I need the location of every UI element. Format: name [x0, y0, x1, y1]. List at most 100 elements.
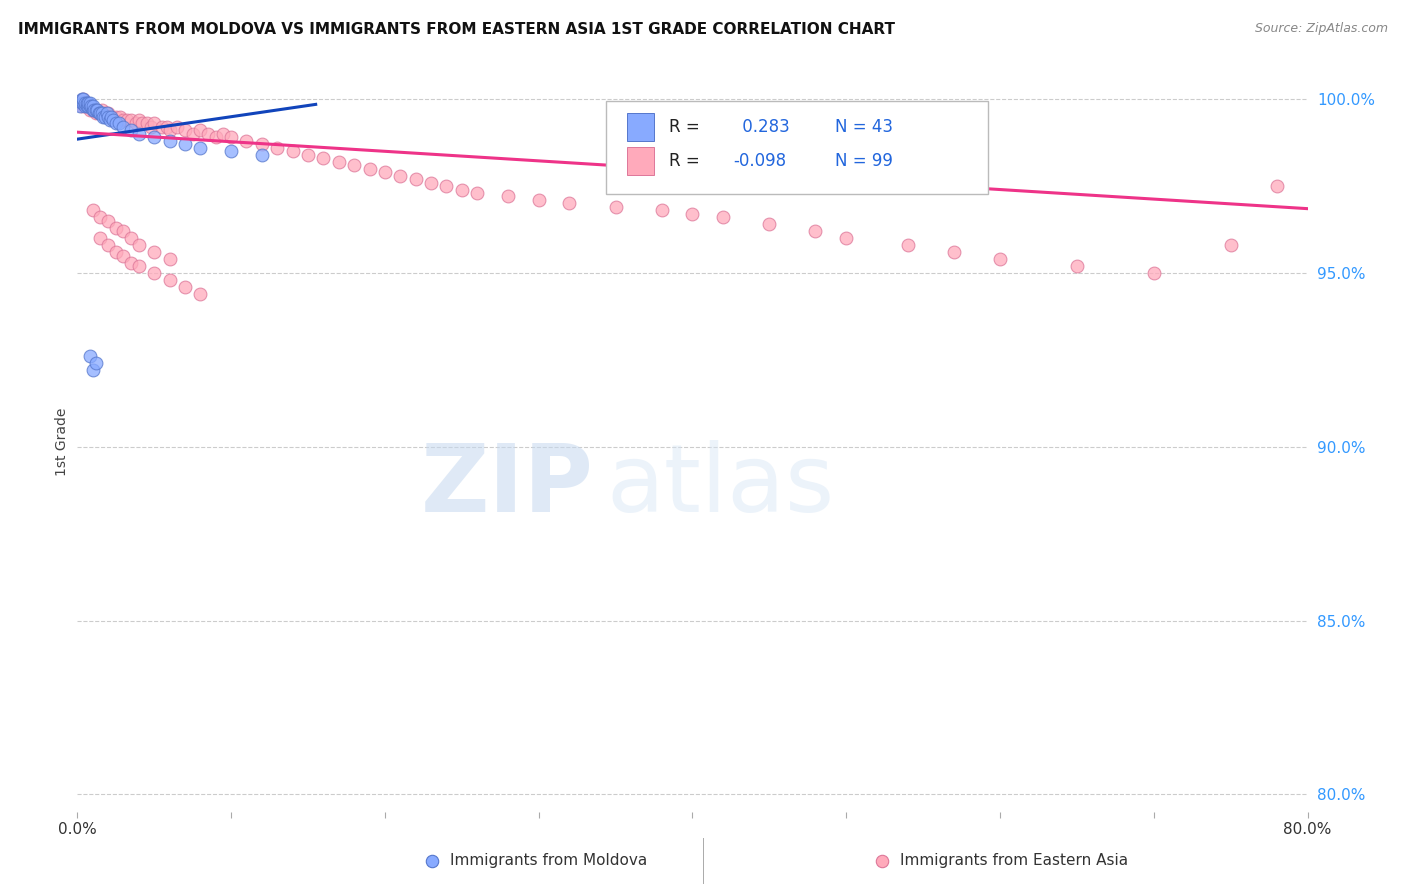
Point	[120, 231, 142, 245]
Text: -0.098: -0.098	[733, 152, 786, 170]
Text: R =: R =	[669, 118, 704, 136]
Point	[84, 103, 107, 117]
Point	[100, 110, 122, 124]
Point	[90, 103, 114, 117]
Point	[219, 130, 242, 145]
Point	[79, 99, 101, 113]
Point	[76, 95, 98, 110]
Text: N = 99: N = 99	[835, 152, 893, 170]
Point	[82, 363, 104, 377]
Point	[89, 106, 111, 120]
Point	[174, 280, 197, 294]
Point	[128, 127, 150, 141]
Point	[97, 106, 120, 120]
Point	[197, 127, 219, 141]
Point	[84, 106, 107, 120]
Point	[527, 193, 550, 207]
Point	[72, 92, 94, 106]
Point	[125, 116, 148, 130]
Point	[1066, 259, 1088, 273]
Point	[72, 92, 94, 106]
Point	[128, 113, 150, 128]
Point	[87, 106, 110, 120]
Point	[143, 245, 166, 260]
Point	[297, 148, 319, 162]
Point	[80, 99, 103, 113]
Point	[73, 99, 96, 113]
Point	[496, 189, 519, 203]
Point	[328, 154, 350, 169]
Point	[212, 127, 235, 141]
Point	[87, 106, 110, 120]
Point	[112, 120, 135, 134]
Point	[108, 116, 131, 130]
Text: ZIP: ZIP	[422, 440, 595, 532]
Point	[711, 211, 734, 225]
Point	[70, 92, 93, 106]
Point	[77, 99, 100, 113]
Point	[69, 99, 91, 113]
Text: N = 43: N = 43	[835, 118, 893, 136]
Point	[80, 99, 103, 113]
Point	[73, 99, 96, 113]
Point	[94, 110, 117, 124]
Point	[79, 103, 101, 117]
Point	[651, 203, 673, 218]
Point	[100, 110, 122, 124]
Point	[73, 95, 96, 110]
Point	[83, 103, 105, 117]
Bar	[627, 112, 654, 141]
Point	[97, 238, 120, 252]
Point	[436, 179, 458, 194]
Point	[420, 176, 443, 190]
Text: IMMIGRANTS FROM MOLDOVA VS IMMIGRANTS FROM EASTERN ASIA 1ST GRADE CORRELATION CH: IMMIGRANTS FROM MOLDOVA VS IMMIGRANTS FR…	[18, 22, 896, 37]
Point	[159, 134, 181, 148]
Point	[89, 211, 111, 225]
Point	[204, 130, 226, 145]
Point	[174, 137, 197, 152]
Point	[135, 116, 157, 130]
Point	[835, 231, 858, 245]
Point	[97, 214, 120, 228]
Point	[405, 172, 427, 186]
Point	[115, 113, 138, 128]
Point	[188, 286, 212, 301]
Point	[82, 203, 104, 218]
Point	[90, 106, 114, 120]
Point	[250, 137, 273, 152]
Point	[86, 103, 108, 117]
Point	[897, 238, 920, 252]
Point	[82, 103, 104, 117]
Point	[70, 99, 93, 113]
Point	[682, 207, 704, 221]
Point	[143, 116, 166, 130]
Point	[94, 106, 117, 120]
Point	[101, 113, 124, 128]
Point	[77, 99, 100, 113]
Point	[104, 116, 127, 130]
Point	[266, 141, 288, 155]
Point	[872, 855, 894, 869]
Point	[155, 120, 177, 134]
Point	[1219, 238, 1241, 252]
Point	[166, 120, 188, 134]
Point	[758, 217, 780, 231]
Point	[96, 106, 118, 120]
Point	[1265, 179, 1288, 194]
Point	[110, 110, 132, 124]
Point	[374, 165, 396, 179]
Point	[82, 103, 104, 117]
Point	[93, 110, 115, 124]
Point	[450, 182, 472, 196]
Point	[120, 255, 142, 269]
Point	[72, 95, 94, 110]
Point	[72, 95, 94, 110]
Point	[104, 110, 127, 124]
Point	[128, 259, 150, 273]
Point	[159, 123, 181, 137]
Point	[128, 238, 150, 252]
Point	[104, 245, 127, 260]
Point	[89, 106, 111, 120]
Point	[83, 103, 105, 117]
Point	[150, 120, 173, 134]
